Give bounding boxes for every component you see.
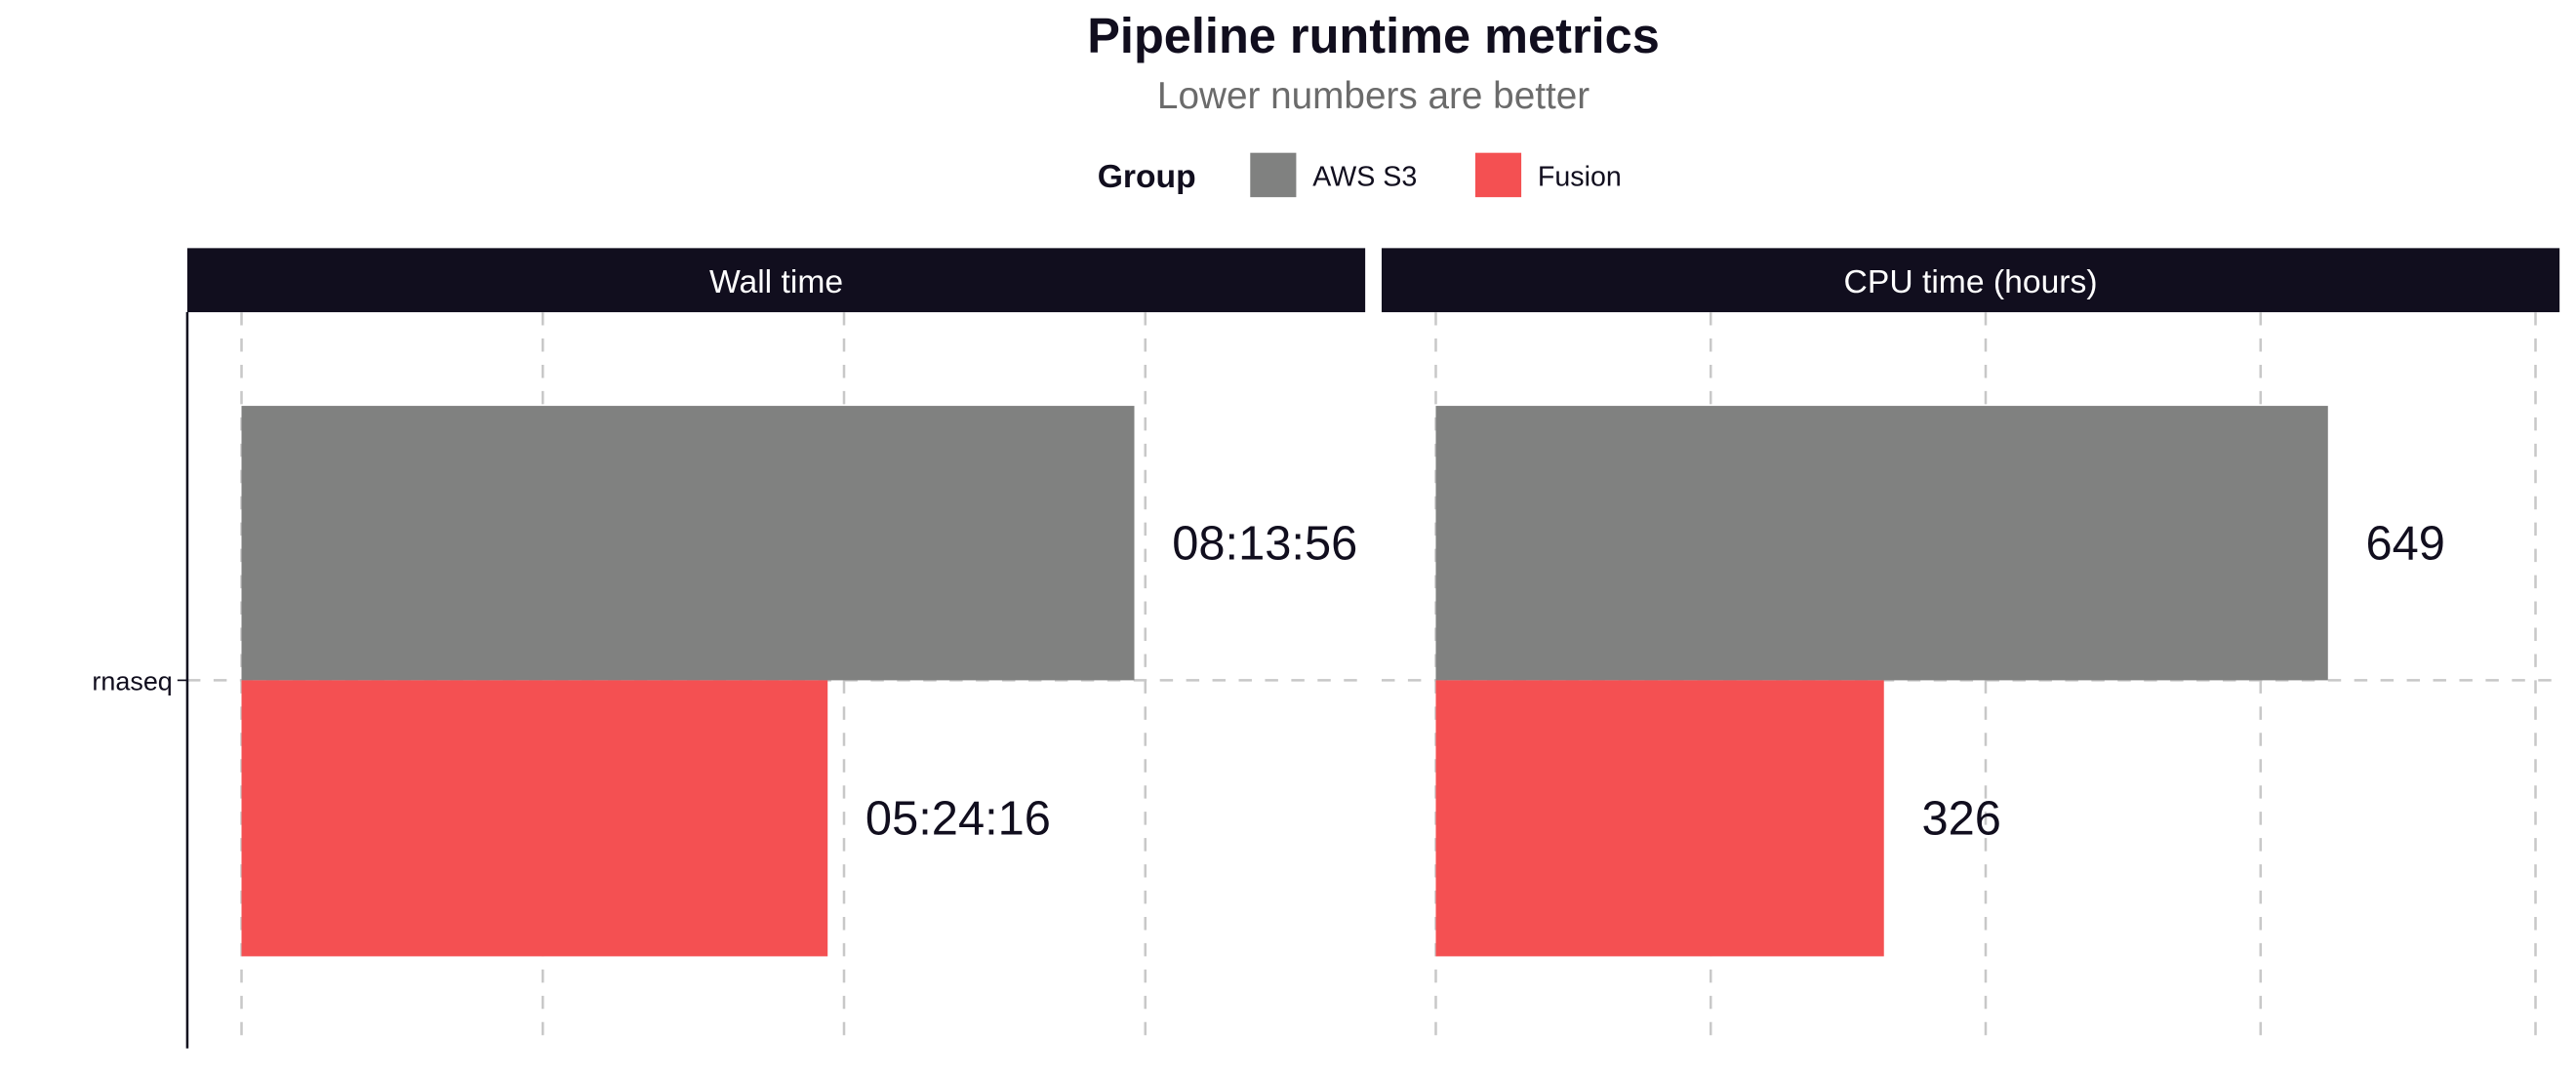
legend-label-aws-s3: AWS S3	[1312, 161, 1417, 192]
bar-aws-s3	[241, 406, 1135, 681]
facet-strip	[186, 248, 1366, 313]
chart-title: Pipeline runtime metrics	[1087, 8, 1660, 63]
panel-0: Wall time 08:13:56 05:24:16	[186, 248, 1366, 1049]
bar-fusion	[1435, 680, 1884, 957]
data-label: 08:13:56	[1172, 518, 1357, 571]
facet-strip-label: CPU time (hours)	[1844, 264, 2098, 300]
legend-label-fusion: Fusion	[1538, 161, 1622, 192]
legend-key-aws-s3	[1250, 152, 1297, 198]
panel-1: CPU time (hours) 649 326	[1381, 248, 2560, 1049]
y-tick-label-rnaseq: rnaseq	[92, 666, 172, 695]
data-label: 649	[2366, 518, 2445, 571]
legend-key-fusion	[1474, 152, 1522, 198]
bar-fusion	[241, 680, 828, 957]
chart-subtitle: Lower numbers are better	[1157, 75, 1590, 117]
legend: Group AWS S3 Fusion	[1098, 152, 1622, 198]
data-label: 05:24:16	[865, 793, 1051, 846]
bar-aws-s3	[1435, 406, 2328, 681]
legend-title: Group	[1098, 159, 1196, 195]
facet-strip-label: Wall time	[709, 264, 843, 300]
data-label: 326	[1921, 793, 2000, 846]
facet-strip	[1381, 248, 2560, 313]
